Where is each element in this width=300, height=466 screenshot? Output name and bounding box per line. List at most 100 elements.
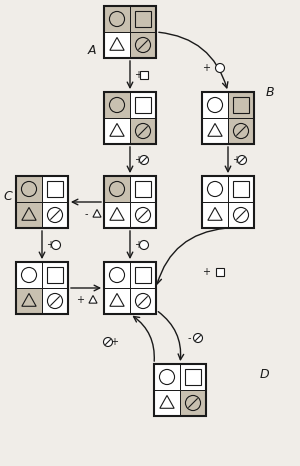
Bar	[104, 176, 156, 228]
Bar	[136, 12, 151, 27]
Circle shape	[110, 12, 124, 27]
Circle shape	[233, 207, 248, 223]
Circle shape	[160, 370, 175, 384]
Bar	[130, 32, 156, 58]
Text: +: +	[134, 70, 142, 80]
Bar	[104, 92, 156, 144]
Text: +: +	[76, 295, 84, 305]
Text: -: -	[85, 209, 88, 219]
Bar	[104, 202, 130, 228]
Circle shape	[103, 337, 112, 347]
Circle shape	[110, 267, 124, 282]
Text: A: A	[88, 43, 96, 56]
Bar	[16, 176, 68, 228]
Circle shape	[136, 123, 151, 138]
Bar	[233, 97, 248, 113]
Bar	[42, 262, 68, 288]
Bar	[136, 181, 151, 197]
Text: -: -	[188, 333, 191, 343]
Bar	[104, 118, 130, 144]
Text: D: D	[259, 369, 269, 382]
Circle shape	[136, 207, 151, 223]
Bar	[202, 92, 228, 118]
Bar	[16, 288, 42, 314]
Bar	[130, 202, 156, 228]
Circle shape	[22, 181, 37, 197]
Bar	[140, 71, 148, 79]
Polygon shape	[110, 294, 124, 306]
Bar	[180, 390, 206, 416]
Polygon shape	[160, 396, 174, 408]
Bar	[130, 288, 156, 314]
Bar	[202, 176, 254, 228]
Bar	[47, 267, 62, 282]
Circle shape	[215, 63, 224, 73]
Bar	[154, 364, 206, 416]
Bar	[136, 97, 151, 113]
Bar	[104, 6, 130, 32]
Circle shape	[185, 396, 200, 411]
Circle shape	[47, 207, 62, 223]
Bar	[228, 118, 254, 144]
Bar	[154, 390, 180, 416]
Bar	[104, 262, 130, 288]
Polygon shape	[110, 37, 124, 50]
Polygon shape	[89, 295, 97, 303]
Text: B: B	[266, 85, 274, 98]
Bar	[216, 268, 224, 276]
Polygon shape	[110, 207, 124, 220]
Text: +: +	[202, 267, 210, 277]
Bar	[130, 118, 156, 144]
Bar	[104, 92, 130, 118]
Bar	[130, 6, 156, 32]
Bar	[42, 288, 68, 314]
Bar	[104, 262, 156, 314]
Bar	[180, 364, 206, 390]
Bar	[130, 92, 156, 118]
Bar	[16, 176, 42, 202]
Polygon shape	[22, 207, 36, 220]
Bar	[136, 267, 151, 282]
Bar	[104, 288, 130, 314]
Circle shape	[208, 181, 223, 197]
Circle shape	[110, 181, 124, 197]
Bar	[130, 176, 156, 202]
Text: +: +	[46, 240, 54, 250]
Bar	[228, 202, 254, 228]
Circle shape	[140, 156, 148, 164]
Text: +: +	[202, 63, 210, 73]
Text: +: +	[232, 155, 240, 165]
Bar	[130, 262, 156, 288]
Bar	[104, 176, 130, 202]
Text: +: +	[134, 155, 142, 165]
Circle shape	[140, 240, 148, 249]
Bar	[202, 118, 228, 144]
Bar	[104, 32, 130, 58]
Bar	[16, 262, 68, 314]
Bar	[42, 176, 68, 202]
Bar	[16, 202, 42, 228]
Circle shape	[110, 97, 124, 113]
Circle shape	[233, 123, 248, 138]
Polygon shape	[208, 123, 222, 136]
Bar	[233, 181, 248, 197]
Circle shape	[238, 156, 247, 164]
Polygon shape	[93, 210, 101, 217]
Circle shape	[47, 294, 62, 308]
Polygon shape	[22, 294, 36, 306]
Bar	[104, 6, 156, 58]
Bar	[202, 202, 228, 228]
Bar	[202, 176, 228, 202]
Bar	[42, 202, 68, 228]
Bar	[47, 181, 62, 197]
Bar	[228, 176, 254, 202]
Circle shape	[194, 334, 202, 343]
Polygon shape	[208, 207, 222, 220]
Bar	[228, 92, 254, 118]
Circle shape	[52, 240, 61, 249]
Polygon shape	[110, 123, 124, 136]
Text: C: C	[4, 190, 12, 203]
Bar	[185, 370, 200, 384]
Bar	[16, 262, 42, 288]
Bar	[202, 92, 254, 144]
